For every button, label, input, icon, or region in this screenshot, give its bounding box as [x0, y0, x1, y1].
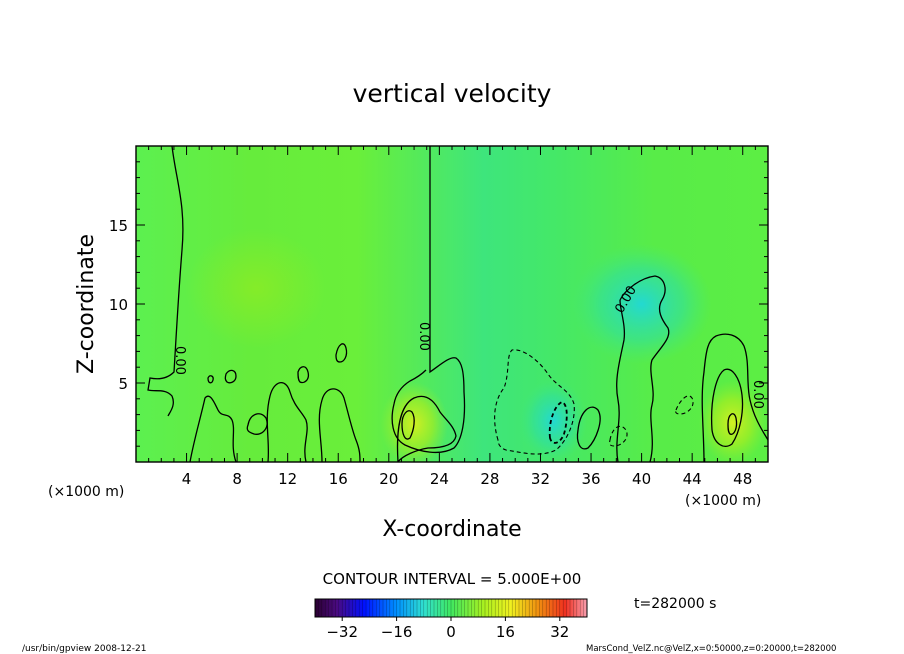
- x-tick-label: 40: [632, 470, 651, 488]
- footer-right: MarsCond_VelZ.nc@VelZ,x=0:50000,z=0:2000…: [586, 644, 836, 654]
- updraft-blob-3: [186, 228, 327, 349]
- downdraft-contour-outer: [494, 349, 575, 455]
- contour-small-4: [224, 369, 237, 384]
- zero-label-center: 0.00: [416, 322, 431, 351]
- colorbar-ticks: −32 −16 0 16 32: [326, 617, 569, 641]
- x-tick-label: 8: [232, 470, 242, 488]
- zero-contour-left: [147, 146, 184, 417]
- y-tick-label: 5: [118, 375, 128, 393]
- downdraft-contour-small: [609, 425, 628, 447]
- y-axis-label: Z-coordinate: [74, 234, 99, 374]
- colorbar: −32 −16 0 16 32: [314, 598, 588, 641]
- x-axis-label: X-coordinate: [382, 517, 521, 542]
- x-unit-left: (×1000 m): [48, 484, 124, 500]
- downdraft-blob-2: [519, 378, 588, 462]
- x-tick-label: 16: [329, 470, 348, 488]
- y-tick-label: 10: [109, 296, 128, 314]
- contour-small-2: [335, 343, 348, 363]
- zero-contour-center: [391, 146, 466, 454]
- zero-label-left: 0.00: [172, 346, 187, 375]
- zero-label-right-b: 0.00: [750, 380, 765, 409]
- plot-area: 0.00 0.00 0.00 0.00: [136, 146, 768, 462]
- x-tick-label: 12: [278, 470, 297, 488]
- colorbar-stripes: [318, 599, 584, 617]
- x-tick-label: 36: [581, 470, 600, 488]
- zero-contour-right-a: [619, 275, 670, 462]
- contour-small-5: [207, 375, 214, 384]
- colorbar-tick-label: 16: [496, 623, 515, 641]
- contour-lowlevel-mid2: [318, 388, 361, 462]
- x-tick-label: 48: [733, 470, 752, 488]
- x-tick-label: 44: [683, 470, 702, 488]
- x-tick-label: 24: [430, 470, 449, 488]
- x-tick-label: 28: [480, 470, 499, 488]
- zero-contour-right-b: [616, 299, 626, 462]
- updraft-core-right: [727, 413, 738, 435]
- updraft-core-left: [401, 410, 415, 440]
- chart-title: vertical velocity: [353, 79, 552, 108]
- colorbar-tick-label: −32: [326, 623, 358, 641]
- contour-interval-label: CONTOUR INTERVAL = 5.000E+00: [323, 570, 582, 588]
- x-tick-label: 20: [379, 470, 398, 488]
- contour-lines: [147, 146, 768, 462]
- downdraft-blob-4: [571, 244, 712, 364]
- updraft-contour-right: [710, 368, 744, 447]
- x-unit-right: (×1000 m): [685, 493, 761, 509]
- colorbar-tick-label: 0: [446, 623, 456, 641]
- colorbar-tick-label: 32: [550, 623, 569, 641]
- footer-left: /usr/bin/gpview 2008-12-21: [22, 644, 146, 654]
- y-tick-label: 15: [109, 217, 128, 235]
- contour-small-3: [297, 366, 310, 384]
- time-label: t=282000 s: [634, 596, 716, 612]
- contour-small-6: [576, 406, 601, 450]
- contour-small-1: [246, 413, 268, 435]
- zero-contour-right-c: [701, 333, 768, 462]
- contour-lowlevel-left: [189, 395, 237, 462]
- negative-contours: [494, 349, 694, 455]
- x-tick-label: 32: [531, 470, 550, 488]
- downdraft-contour-small-2: [675, 395, 694, 415]
- updraft-contour-left: [396, 395, 457, 462]
- downdraft-contour-inner: [548, 401, 568, 444]
- colorbar-tick-label: −16: [381, 623, 413, 641]
- x-tick-label: 4: [182, 470, 192, 488]
